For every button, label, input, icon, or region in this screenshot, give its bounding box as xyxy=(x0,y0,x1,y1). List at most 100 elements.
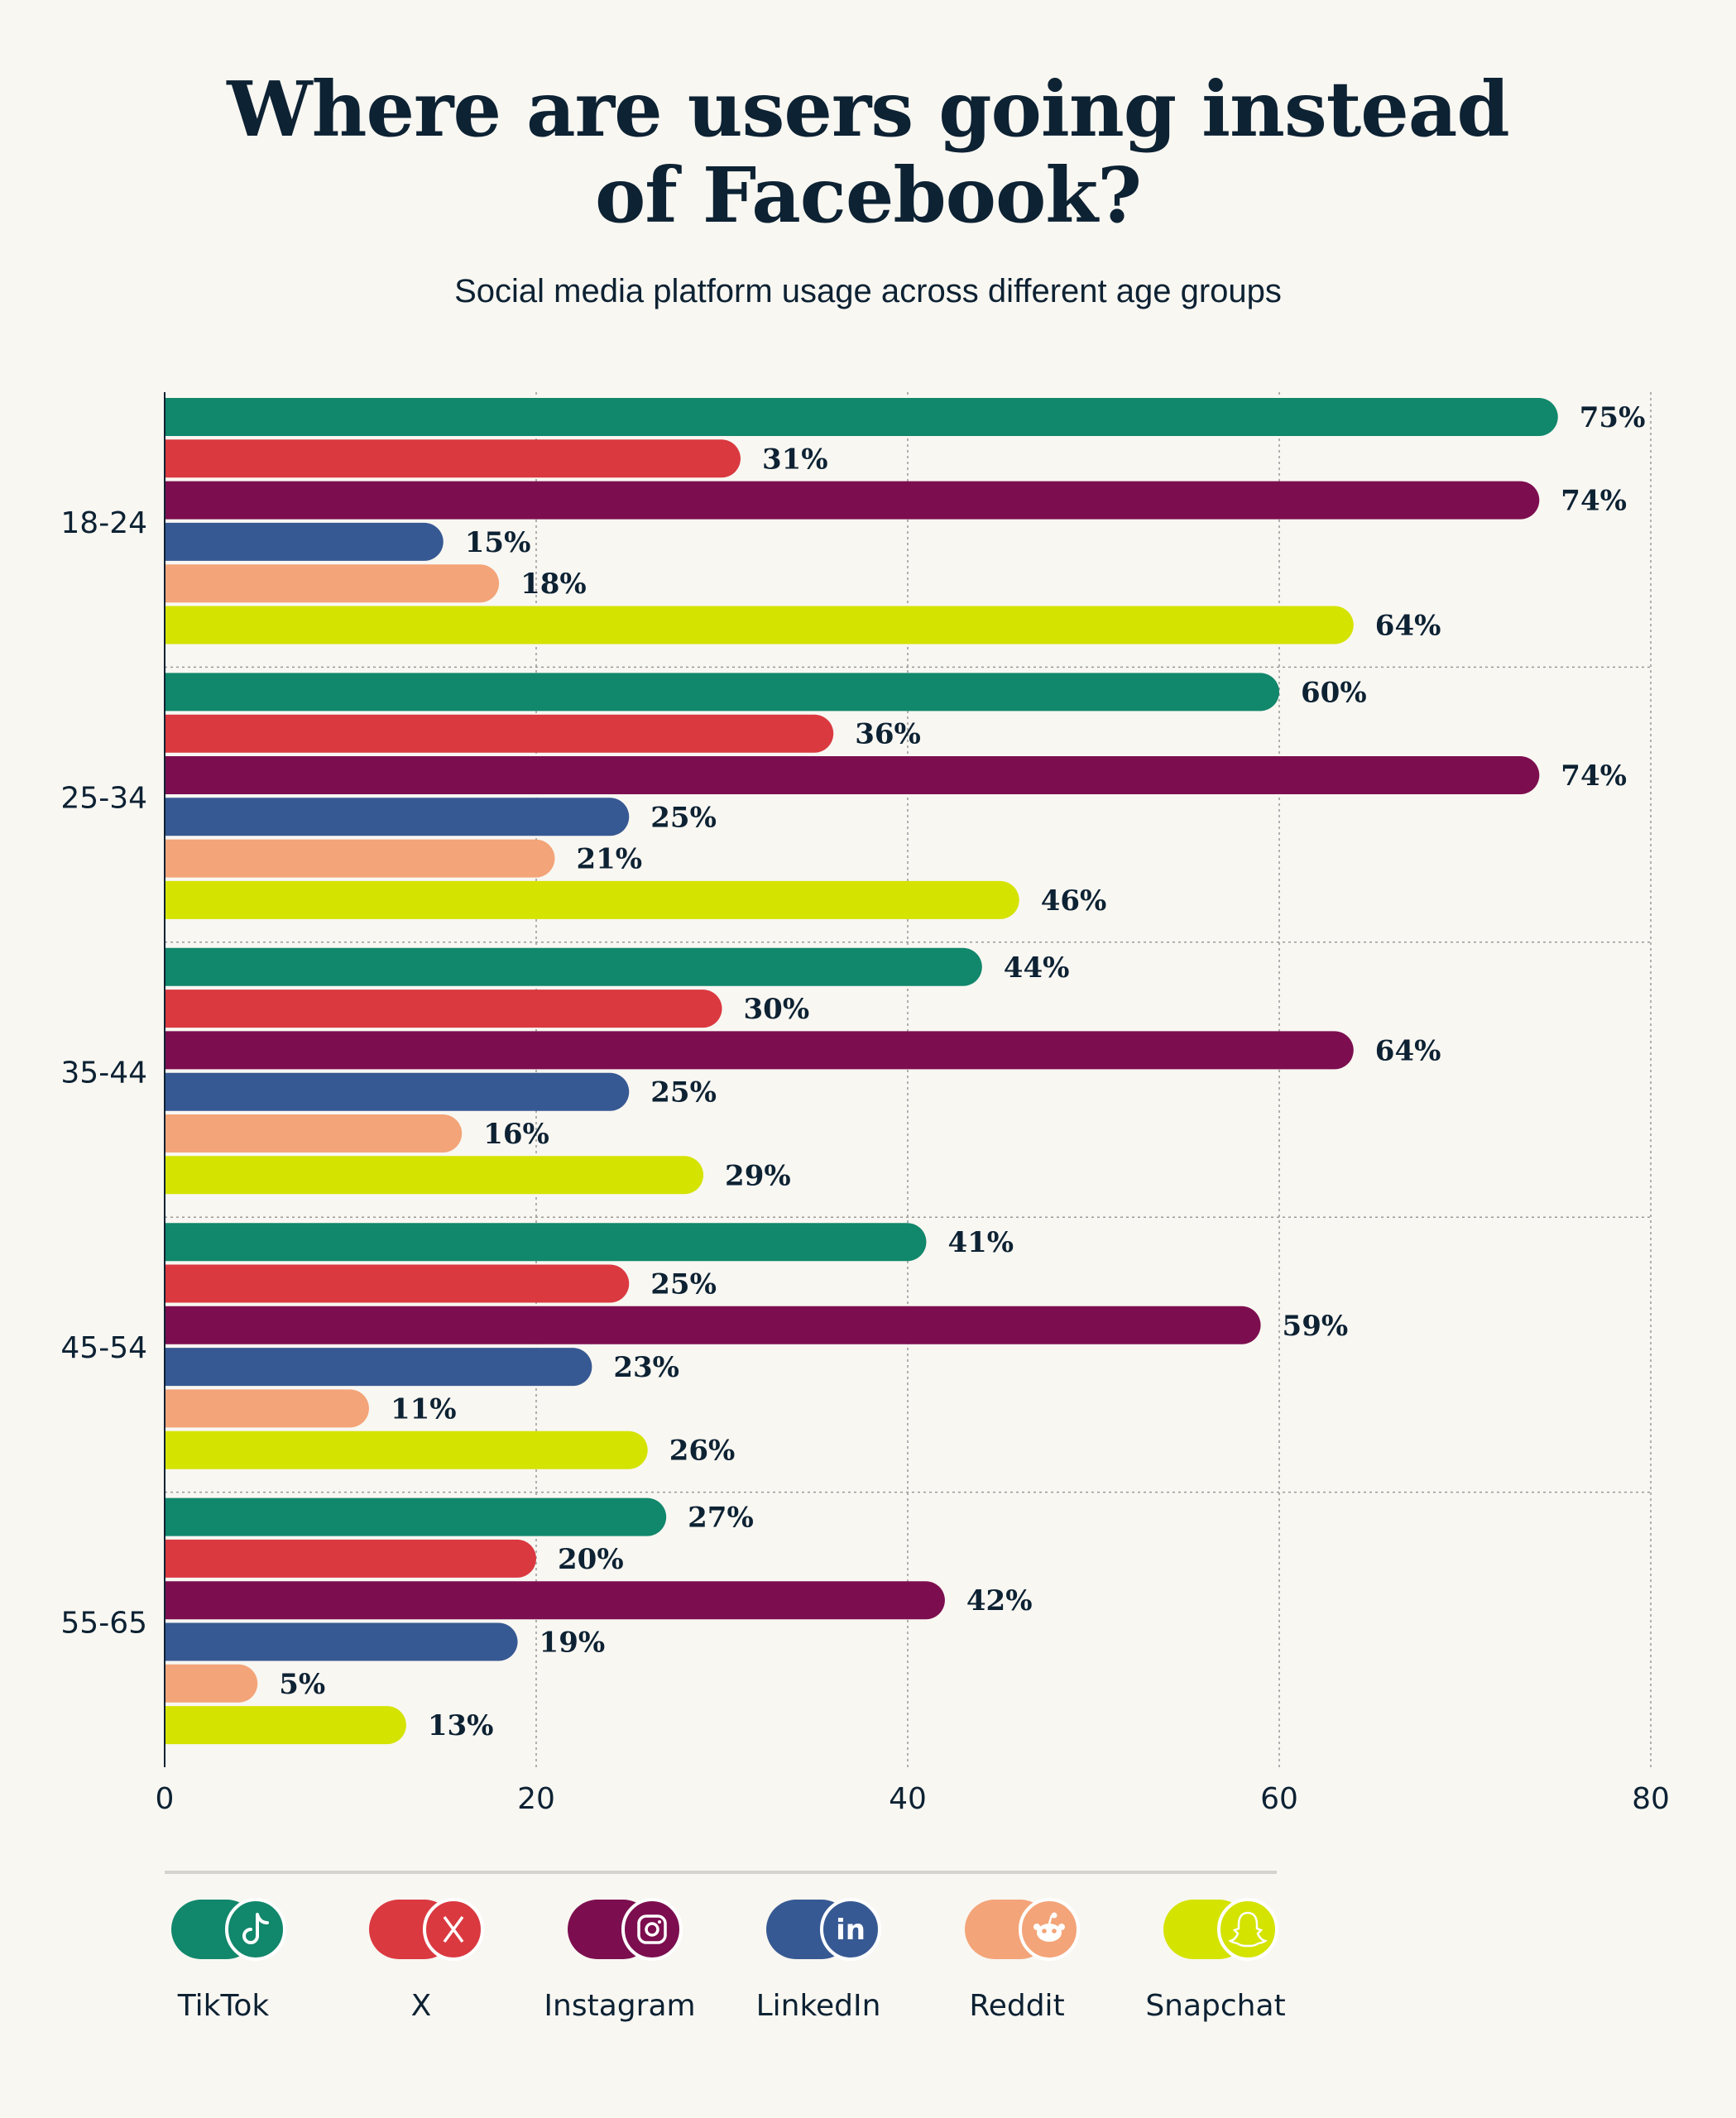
legend-icon-badge xyxy=(621,1898,683,1961)
x-logo-icon xyxy=(443,1915,464,1943)
data-label: 64% xyxy=(1375,610,1441,643)
bar-instagram-18-24 xyxy=(165,481,1540,520)
legend-item-reddit[interactable]: Reddit xyxy=(965,1898,1080,2023)
bar-snapchat-55-65 xyxy=(165,1706,406,1745)
chart-title: Where are users going instead of Facebook… xyxy=(0,66,1736,238)
data-label: 74% xyxy=(1561,485,1627,518)
tiktok-glyph xyxy=(242,1913,269,1944)
chart-title-text: Where are users going instead of Facebook… xyxy=(227,65,1509,240)
data-label: 15% xyxy=(465,526,531,559)
legend-icon-badge xyxy=(1217,1898,1278,1961)
data-label: 16% xyxy=(483,1118,549,1151)
data-label: 46% xyxy=(1041,884,1107,918)
data-label: 20% xyxy=(558,1543,624,1576)
bar-snapchat-18-24 xyxy=(165,606,1354,645)
bar-reddit-45-54 xyxy=(165,1389,369,1428)
data-label: 25% xyxy=(650,801,717,834)
bar-x-45-54 xyxy=(165,1264,630,1303)
bar-tiktok-45-54 xyxy=(165,1223,927,1262)
bar-snapchat-25-34 xyxy=(165,880,1019,919)
data-label: 31% xyxy=(762,443,828,476)
x-tick-label: 40 xyxy=(889,1782,927,1816)
tiktok-icon xyxy=(242,1913,269,1944)
x-tick-label: 20 xyxy=(517,1782,555,1816)
legend-label: Reddit xyxy=(969,1989,1064,2023)
reddit-head xyxy=(1037,1924,1062,1942)
bar-tiktok-18-24 xyxy=(165,398,1558,436)
bar-x-55-65 xyxy=(165,1539,536,1578)
x-tick-label: 0 xyxy=(156,1782,175,1816)
data-label: 59% xyxy=(1283,1310,1349,1343)
data-label: 25% xyxy=(650,1076,717,1109)
data-label: 41% xyxy=(947,1226,1014,1259)
chart-subtitle: Social media platform usage across diffe… xyxy=(454,273,1282,309)
legend-label: Instagram xyxy=(544,1989,695,2023)
bar-reddit-25-34 xyxy=(165,839,555,878)
bar-instagram-35-44 xyxy=(165,1031,1354,1070)
legend-item-x[interactable]: X xyxy=(369,1898,484,2023)
bar-snapchat-45-54 xyxy=(165,1430,648,1469)
bar-linkedin-25-34 xyxy=(165,798,630,836)
reddit-ear xyxy=(1033,1924,1040,1930)
bar-linkedin-18-24 xyxy=(165,522,444,561)
reddit-antenna xyxy=(1051,1912,1057,1919)
data-label: 30% xyxy=(744,993,810,1026)
reddit-eye xyxy=(1042,1929,1047,1934)
legend-icon-badge xyxy=(820,1898,881,1961)
y-tick-label: 35-44 xyxy=(60,1057,147,1090)
data-label: 13% xyxy=(428,1709,494,1742)
data-label: 74% xyxy=(1561,760,1627,793)
data-label: 18% xyxy=(520,568,587,601)
bar-reddit-18-24 xyxy=(165,564,500,603)
legend-label: TikTok xyxy=(177,1989,270,2023)
data-label: 42% xyxy=(966,1584,1033,1617)
data-label: 25% xyxy=(650,1268,717,1301)
bar-tiktok-55-65 xyxy=(165,1497,667,1536)
reddit-icon xyxy=(1033,1912,1065,1942)
bar-x-18-24 xyxy=(165,439,741,478)
y-tick-label: 18-24 xyxy=(60,506,147,540)
bar-instagram-55-65 xyxy=(165,1581,945,1620)
bar-reddit-35-44 xyxy=(165,1114,463,1152)
instagram-lens xyxy=(645,1922,659,1937)
data-label: 64% xyxy=(1375,1034,1441,1067)
x-tick-label: 80 xyxy=(1632,1782,1670,1816)
data-label: 21% xyxy=(576,843,642,876)
legend-item-linkedin[interactable]: in LinkedIn xyxy=(756,1898,881,2023)
data-label: 19% xyxy=(540,1627,606,1660)
bar-snapchat-35-44 xyxy=(165,1156,704,1195)
linkedin-icon: in xyxy=(836,1914,866,1947)
bar-instagram-25-34 xyxy=(165,756,1540,794)
legend-item-snapchat[interactable]: Snapchat xyxy=(1145,1898,1286,2023)
x-tick-label: 60 xyxy=(1260,1782,1298,1816)
bar-linkedin-35-44 xyxy=(165,1072,630,1111)
bar-x-25-34 xyxy=(165,714,834,753)
reddit-antenna-stem xyxy=(1048,1914,1053,1924)
data-label: 44% xyxy=(1004,951,1070,985)
legend-item-tiktok[interactable]: TikTok xyxy=(171,1898,286,2023)
data-label: 29% xyxy=(725,1159,791,1192)
bar-reddit-55-65 xyxy=(165,1664,258,1703)
instagram-dot xyxy=(658,1920,661,1924)
bar-linkedin-45-54 xyxy=(165,1348,592,1387)
legend-label: Snapchat xyxy=(1145,1989,1285,2023)
data-label: 11% xyxy=(391,1392,457,1426)
reddit-ear xyxy=(1058,1924,1065,1930)
legend-label: LinkedIn xyxy=(756,1989,881,2023)
data-label: 26% xyxy=(669,1435,736,1468)
data-label: 27% xyxy=(688,1502,754,1535)
data-label: 36% xyxy=(855,718,921,751)
y-tick-label: 55-65 xyxy=(60,1607,147,1641)
data-label: 60% xyxy=(1301,676,1367,709)
linkedin-glyph: in xyxy=(836,1914,866,1947)
legend-item-instagram[interactable]: Instagram xyxy=(544,1898,696,2023)
legend-label: X xyxy=(411,1989,432,2023)
bar-x-35-44 xyxy=(165,990,722,1028)
instagram-icon xyxy=(637,1914,667,1944)
x-glyph xyxy=(443,1915,464,1943)
instagram-frame xyxy=(637,1914,667,1944)
bar-tiktok-25-34 xyxy=(165,673,1279,712)
reddit-eye xyxy=(1052,1929,1057,1934)
snapchat-icon xyxy=(1228,1911,1268,1948)
